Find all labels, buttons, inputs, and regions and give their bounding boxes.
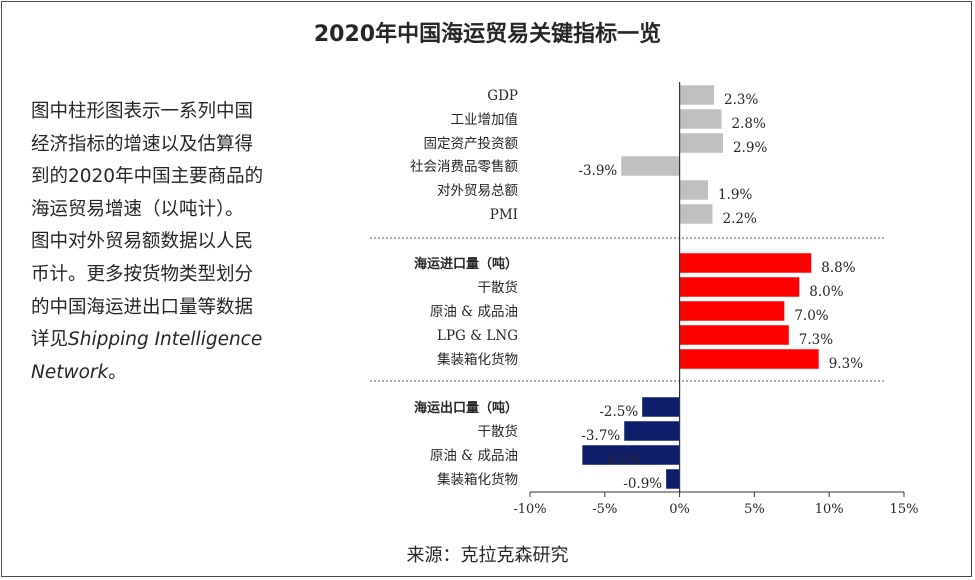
description-line: 图中对外贸易额数据以人民 [31,231,254,253]
bar-imports-3 [679,325,789,345]
bar-economy-5 [679,204,713,224]
description-line: 详见Shipping Intelligence [31,324,316,357]
bar-exports-0 [642,397,680,417]
description-line: 图中柱形图表示一系列中国 [31,101,254,122]
group-header-imports: 海运进口量（吨） [414,256,518,272]
description-suffix: 。 [108,361,127,383]
source-note: 来源：克拉克森研究 [406,545,569,566]
bar-imports-4 [679,349,819,369]
x-tick-label: -5% [592,502,617,517]
description-line: 经济指标的增速以及估算得 [31,133,254,155]
description-prefix: 详见 [31,329,69,351]
value-label: 7.3% [799,332,833,348]
description-line: 到的2020年中国主要商品的 [31,166,264,188]
bar-economy-4 [679,180,709,200]
category-label: 原油 & 成品油 [430,448,518,464]
value-label: 8.0% [809,284,843,300]
x-tick-label: 15% [890,502,919,517]
value-label: 7.0% [794,308,828,324]
category-label: 固定资产投资额 [424,136,519,152]
category-label: 集装箱化货物 [437,471,518,488]
value-label: 2.8% [731,116,765,132]
value-label: -2.5% [599,404,638,420]
category-label: 对外贸易总额 [437,183,518,199]
bar-economy-0 [679,85,715,105]
x-tick-label: 10% [815,502,844,517]
category-label: 干散货 [478,279,519,296]
chart-title: 2020年中国海运贸易关键指标一览 [313,22,662,47]
bar-exports-3 [666,469,680,489]
value-label: -6.5% [602,452,641,468]
x-tick-label: 5% [744,502,765,517]
category-label: 干散货 [478,423,519,440]
description-line: Network。 [31,357,316,390]
bar-imports-0 [679,253,812,273]
value-label: -0.9% [623,476,662,492]
value-label: 9.3% [829,356,863,372]
value-label: 8.8% [821,260,855,276]
x-tick-label: -10% [513,502,546,517]
value-label: -3.9% [578,163,617,179]
bar-exports-2 [582,445,680,465]
value-label: -3.7% [581,428,620,444]
bar-economy-2 [679,133,723,153]
value-label: 2.2% [723,211,757,227]
category-label: 原油 & 成品油 [430,304,518,320]
group-header-exports: 海运出口量（吨） [414,400,518,416]
description-italic: Network [31,361,109,383]
category-label: LPG & LNG [437,328,518,344]
category-label: 社会消费品零售额 [410,159,518,175]
category-label: 工业增加值 [451,112,519,128]
category-label: GDP [487,88,518,104]
category-label: PMI [490,207,518,223]
value-label: 1.9% [718,187,752,203]
bar-imports-1 [679,277,800,297]
bar-imports-2 [679,301,785,321]
description-line: 海运贸易增速（以吨计）。 [31,198,244,220]
bar-exports-1 [624,421,680,441]
description-text: 图中柱形图表示一系列中国 经济指标的增速以及估算得 到的2020年中国主要商品的… [31,96,316,389]
value-label: 2.9% [733,140,767,156]
category-label: 集装箱化货物 [437,351,518,368]
bar-economy-3 [621,156,680,176]
value-label: 2.3% [724,92,758,108]
description-line: 的中国海运进出口量等数据 [31,296,254,318]
description-italic: Shipping Intelligence [68,329,263,351]
description-line: 币计。更多按货物类型划分 [31,263,254,285]
x-tick-label: 0% [669,502,690,517]
bar-economy-1 [679,109,722,129]
